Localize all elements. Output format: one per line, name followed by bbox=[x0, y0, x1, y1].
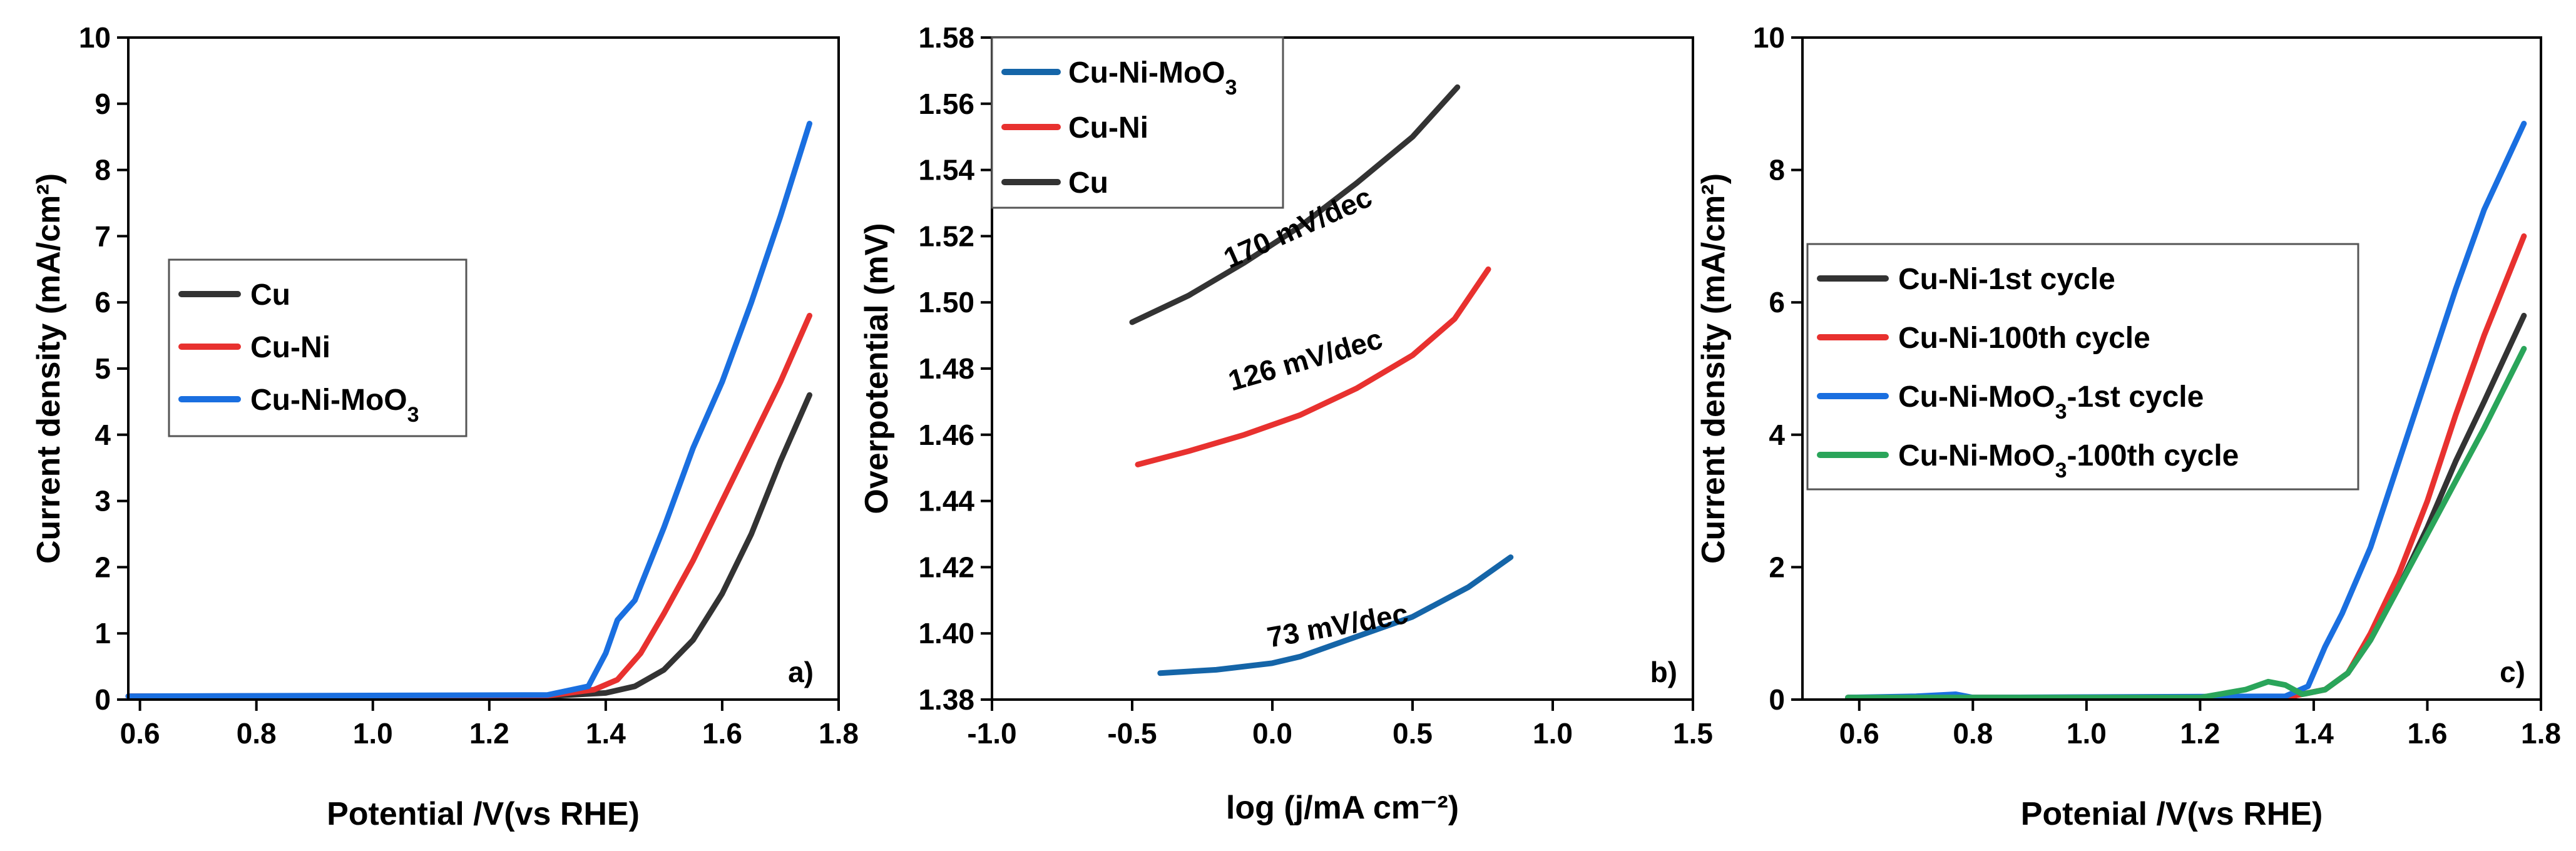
legend-label: Cu bbox=[250, 278, 290, 312]
x-axis-label-c: Potenial /V(vs RHE) bbox=[2021, 796, 2323, 832]
x-axis-label-a: Potential /V(vs RHE) bbox=[327, 796, 640, 832]
legend-label: Cu-Ni bbox=[250, 331, 330, 364]
x-tick-label: 0.5 bbox=[1393, 717, 1433, 750]
y-tick-label: 1.44 bbox=[918, 485, 974, 517]
legend-label: Cu bbox=[1068, 166, 1108, 200]
x-tick-label: 1.0 bbox=[2067, 717, 2107, 750]
x-tick-label: 1.2 bbox=[2180, 717, 2220, 750]
y-axis-label-c: Current density (mA/cm²) bbox=[1695, 173, 1732, 564]
y-tick-label: 1.52 bbox=[918, 220, 974, 252]
x-tick-label: 1.0 bbox=[353, 717, 393, 750]
y-tick-label: 1.40 bbox=[918, 617, 974, 650]
y-tick-label: 1 bbox=[95, 617, 111, 650]
legend-box bbox=[1806, 243, 2359, 491]
x-tick-label: 1.4 bbox=[2294, 717, 2334, 750]
y-tick-label: 5 bbox=[95, 352, 111, 385]
y-tick-label: 6 bbox=[95, 286, 111, 318]
series-line-cu-ni-moo3-100th-cycle bbox=[1845, 345, 2527, 701]
x-tick-label: 0.0 bbox=[1252, 717, 1292, 750]
y-tick-label: 10 bbox=[79, 21, 111, 54]
x-tick-label: 1.5 bbox=[1673, 717, 1713, 750]
x-tick-label: 0.6 bbox=[120, 717, 160, 750]
x-tick-label: 1.0 bbox=[1533, 717, 1573, 750]
series-line-cu-ni-moo3 bbox=[1157, 554, 1514, 676]
y-axis-label-b: Overpotential (mV) bbox=[859, 223, 895, 514]
y-tick-label: 1.48 bbox=[918, 352, 974, 385]
x-tick-label: 1.8 bbox=[2521, 717, 2561, 750]
x-tick-label: 1.2 bbox=[469, 717, 509, 750]
series-line-cu-ni bbox=[125, 312, 812, 700]
y-tick-label: 2 bbox=[1769, 551, 1785, 583]
y-tick-label: 4 bbox=[1769, 419, 1785, 451]
series-line-cu-ni-moo3 bbox=[125, 121, 812, 700]
legend-label: Cu-Ni bbox=[1068, 111, 1148, 145]
y-tick-label: 2 bbox=[95, 551, 111, 583]
y-tick-label: 1.42 bbox=[918, 551, 974, 583]
plot-frame-c bbox=[1801, 36, 2542, 701]
y-tick-label: 1.38 bbox=[918, 683, 974, 716]
series-line-cu bbox=[1129, 84, 1461, 325]
legend-label: Cu-Ni-1st cycle bbox=[1898, 263, 2115, 296]
y-tick-label: 0 bbox=[1769, 683, 1785, 716]
x-tick-label: 1.4 bbox=[586, 717, 626, 750]
y-tick-label: 6 bbox=[1769, 286, 1785, 318]
x-tick-label: -0.5 bbox=[1107, 717, 1157, 750]
y-tick-label: 1.54 bbox=[918, 154, 974, 186]
panel-label-c: c) bbox=[2500, 656, 2525, 688]
plot-frame-b bbox=[991, 36, 1694, 701]
x-tick-label: 0.8 bbox=[1953, 717, 1993, 750]
panel-label-b: b) bbox=[1650, 656, 1677, 688]
y-tick-label: 1.58 bbox=[918, 21, 974, 54]
x-tick-label: 1.6 bbox=[702, 717, 742, 750]
y-tick-label: 9 bbox=[95, 88, 111, 120]
y-tick-label: 1.56 bbox=[918, 88, 974, 120]
y-tick-label: 3 bbox=[95, 485, 111, 517]
y-tick-label: 8 bbox=[1769, 154, 1785, 186]
plot-frame-a bbox=[127, 36, 840, 701]
y-tick-label: 7 bbox=[95, 220, 111, 252]
panel-label-a: a) bbox=[788, 656, 814, 688]
series-line-cu bbox=[125, 392, 812, 700]
y-tick-label: 8 bbox=[95, 154, 111, 186]
y-tick-label: 10 bbox=[1753, 21, 1785, 54]
series-line-cu-ni bbox=[1135, 266, 1491, 467]
x-axis-label-b: log (j/mA cm⁻²) bbox=[1226, 790, 1459, 826]
x-tick-label: 0.6 bbox=[1839, 717, 1879, 750]
legend-label: Cu-Ni-100th cycle bbox=[1898, 322, 2150, 355]
y-axis-label-a: Current density (mA/cm²) bbox=[31, 173, 67, 564]
y-tick-label: 1.50 bbox=[918, 286, 974, 318]
panel-a: 0.6 0.8 1.0 1.2 1.4 1.6 1.8 0 1 2 3 4 5 6 7 8 9 10 Cu Cu-N… bbox=[31, 21, 859, 832]
y-tick-label: 4 bbox=[95, 419, 111, 451]
x-tick-label: 1.8 bbox=[819, 717, 859, 750]
x-tick-label: 0.8 bbox=[237, 717, 277, 750]
x-tick-label: -1.0 bbox=[967, 717, 1016, 750]
y-tick-label: 0 bbox=[95, 683, 111, 716]
x-tick-label: 1.6 bbox=[2407, 717, 2447, 750]
panel-b: -1.0 -0.5 0.0 0.5 1.0 1.5 1.38 1.40 1.42 1.44 1.46… bbox=[859, 21, 1713, 826]
panel-c: 0.6 0.8 1.0 1.2 1.4 1.6 1.8 0 2 4 6 8 10 Cu-Ni-1st c… bbox=[1695, 21, 2561, 832]
y-tick-label: 1.46 bbox=[918, 419, 974, 451]
